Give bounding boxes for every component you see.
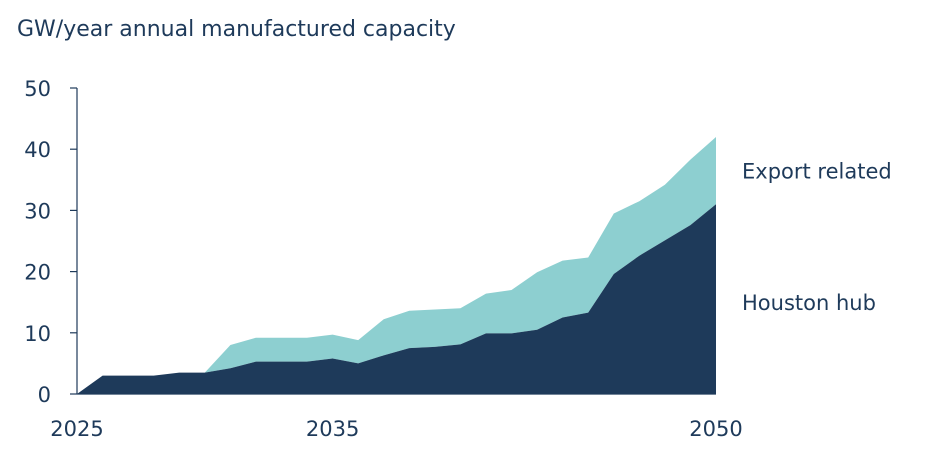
- x-tick-label: 2025: [50, 417, 103, 441]
- chart-title: GW/year annual manufactured capacity: [17, 17, 456, 42]
- legend-houston-hub: Houston hub: [742, 291, 876, 315]
- y-tick-label: 50: [24, 77, 51, 101]
- x-tick-label: 2050: [689, 417, 742, 441]
- y-tick-label: 10: [24, 322, 51, 346]
- area-houston-hub: [77, 204, 716, 394]
- y-tick-label: 40: [24, 138, 51, 162]
- legend-export-related: Export related: [742, 160, 892, 184]
- legend: Houston hub Export related: [742, 160, 892, 316]
- area-export-related: [77, 137, 716, 394]
- y-tick-label: 30: [24, 199, 51, 223]
- y-tick-label: 20: [24, 261, 51, 285]
- y-tick-label: 0: [38, 383, 51, 407]
- axes: 0 10 20 30 40 50 2025 2035 2050: [24, 77, 742, 441]
- areas: [77, 137, 716, 394]
- x-tick-label: 2035: [306, 417, 359, 441]
